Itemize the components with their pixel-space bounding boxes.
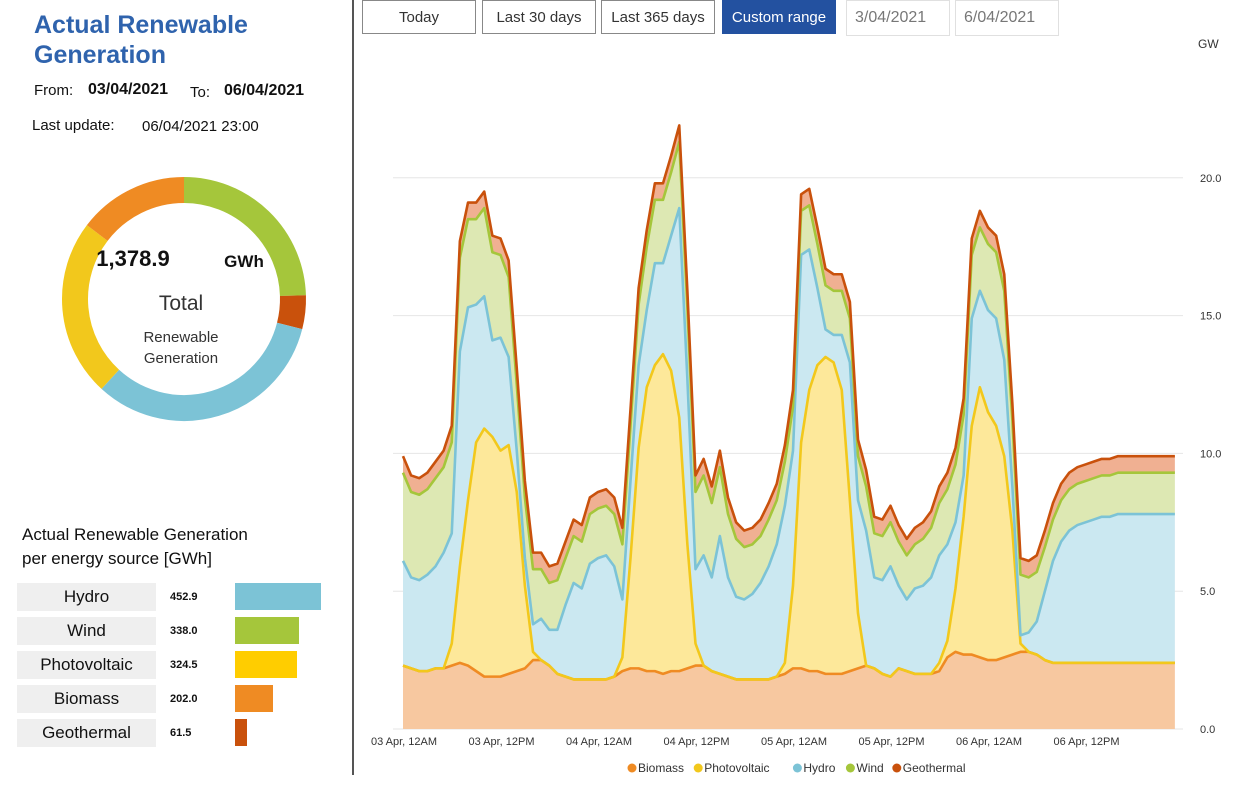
donut-sub-label-2: Generation <box>144 350 218 367</box>
y-tick-label: 20.0 <box>1200 173 1221 185</box>
breakdown-bar-photovoltaic <box>235 651 297 678</box>
legend-marker-photovoltaic <box>693 763 703 773</box>
breakdown-bar-wind <box>235 617 300 644</box>
area-photovoltaic <box>403 354 1175 680</box>
area-hydro <box>403 208 1175 680</box>
line-wind[interactable] <box>401 140 1175 585</box>
last-365-days-button[interactable]: Last 365 days <box>601 0 715 34</box>
donut-total-label: Total <box>159 292 203 315</box>
legend-item-biomass[interactable]: Biomass <box>638 761 684 775</box>
y-tick-label: 5.0 <box>1200 586 1215 598</box>
y-tick-label: 10.0 <box>1200 448 1221 460</box>
donut-segment-photovoltaic[interactable] <box>62 225 120 389</box>
legend-marker-wind <box>845 763 855 773</box>
to-value: 06/04/2021 <box>224 82 305 99</box>
last-30-days-button[interactable]: Last 30 days <box>482 0 596 34</box>
donut-sub-label-1: Renewable <box>143 329 218 346</box>
breakdown-bar-hydro <box>235 583 321 610</box>
y-tick-label: 15.0 <box>1200 311 1221 323</box>
breakdown-value-photovoltaic: 324.5 <box>170 659 198 671</box>
panel-divider <box>352 0 354 775</box>
donut-unit: GWh <box>224 252 264 271</box>
end-date-field[interactable]: 6/04/2021 <box>955 0 1059 36</box>
start-date-field[interactable]: 3/04/2021 <box>846 0 950 36</box>
line-hydro[interactable] <box>401 206 1175 637</box>
last-update-label: Last update: <box>32 117 115 134</box>
x-tick-label: 05 Apr, 12AM <box>761 736 827 748</box>
legend-item-photovoltaic[interactable]: Photovoltaic <box>704 761 769 775</box>
x-tick-label: 03 Apr, 12PM <box>468 736 534 748</box>
breakdown-title-line2: per energy source [GWh] <box>22 549 212 568</box>
x-tick-label: 04 Apr, 12PM <box>663 736 729 748</box>
breakdown-label-biomass: Biomass <box>17 685 156 713</box>
legend-marker-geothermal <box>892 763 902 773</box>
x-tick-label: 04 Apr, 12AM <box>566 736 632 748</box>
breakdown-title-line1: Actual Renewable Generation <box>22 525 248 544</box>
area-biomass <box>403 651 1175 729</box>
breakdown-label-wind: Wind <box>17 617 156 645</box>
breakdown-value-wind: 338.0 <box>170 625 198 637</box>
line-geothermal[interactable] <box>401 124 1175 568</box>
page-title: Actual Renewable Generation <box>34 11 248 69</box>
last-update-value: 06/04/2021 23:00 <box>142 118 259 135</box>
legend-item-wind[interactable]: Wind <box>856 761 883 775</box>
breakdown-value-geothermal: 61.5 <box>170 727 192 739</box>
legend-marker-hydro <box>792 763 802 773</box>
breakdown-value-hydro: 452.9 <box>170 591 198 603</box>
donut-segment-hydro[interactable] <box>101 322 303 421</box>
donut-chart: 1,378.9 GWh Total Renewable Generation <box>62 177 306 421</box>
breakdown-label-photovoltaic: Photovoltaic <box>17 651 156 679</box>
from-label: From: <box>34 82 74 99</box>
area-wind <box>403 141 1175 636</box>
x-tick-label: 06 Apr, 12AM <box>956 736 1022 748</box>
legend-marker-biomass <box>627 763 637 773</box>
custom-range-button[interactable]: Custom range <box>722 0 836 34</box>
today-button[interactable]: Today <box>362 0 476 34</box>
to-label: To: <box>190 84 211 101</box>
line-photovoltaic[interactable] <box>402 352 1175 681</box>
donut-segment-biomass[interactable] <box>86 177 185 242</box>
legend-item-geothermal[interactable]: Geothermal <box>903 761 966 775</box>
breakdown-value-biomass: 202.0 <box>170 693 198 705</box>
breakdown-label-geothermal: Geothermal <box>17 719 156 747</box>
x-tick-label: 03 Apr, 12AM <box>371 736 437 748</box>
donut-segment-geothermal[interactable] <box>276 295 306 330</box>
breakdown-label-hydro: Hydro <box>17 583 156 611</box>
y-axis-label: GW <box>1198 37 1219 51</box>
legend-item-hydro[interactable]: Hydro <box>803 761 835 775</box>
donut-segment-wind[interactable] <box>183 177 306 297</box>
from-value: 03/04/2021 <box>88 81 169 98</box>
y-tick-label: 0.0 <box>1200 724 1215 736</box>
x-tick-label: 05 Apr, 12PM <box>858 736 924 748</box>
x-tick-label: 06 Apr, 12PM <box>1053 736 1119 748</box>
breakdown-bar-biomass <box>235 685 274 712</box>
breakdown-bar-geothermal <box>235 719 247 746</box>
donut-total-value: 1,378.9 <box>96 246 169 271</box>
